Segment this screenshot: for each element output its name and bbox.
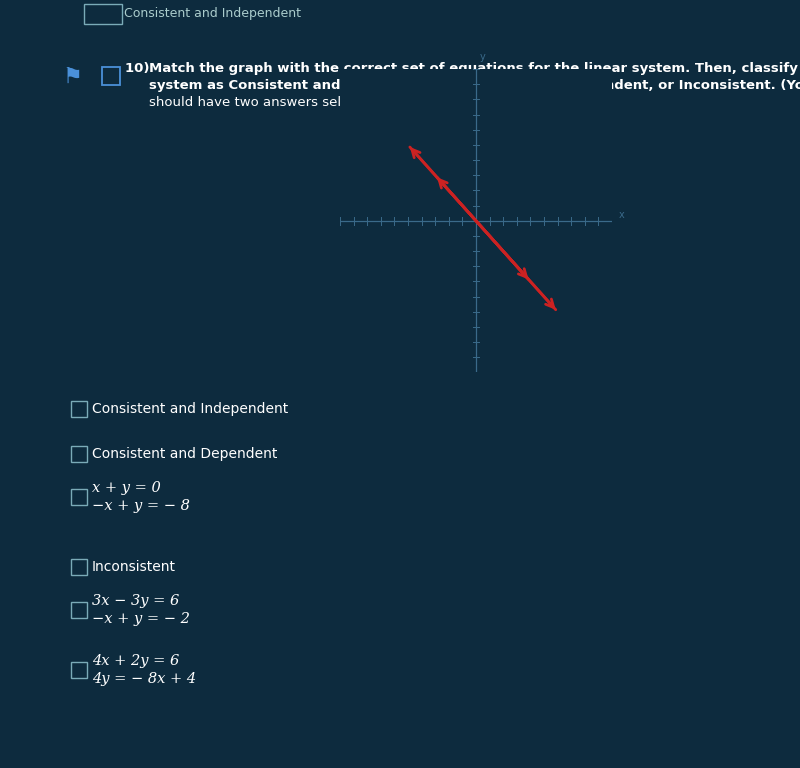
Text: ⚑: ⚑ bbox=[62, 67, 82, 87]
Text: x: x bbox=[619, 210, 625, 220]
Text: 4x + 2y = 6: 4x + 2y = 6 bbox=[92, 654, 179, 668]
Text: Inconsistent: Inconsistent bbox=[92, 560, 176, 574]
Text: Consistent and Dependent: Consistent and Dependent bbox=[92, 447, 278, 461]
Text: −x + y = − 2: −x + y = − 2 bbox=[92, 612, 190, 626]
Text: −x + y = − 8: −x + y = − 8 bbox=[92, 499, 190, 513]
Text: Consistent and Independent: Consistent and Independent bbox=[92, 402, 288, 416]
Text: 3x − 3y = 6: 3x − 3y = 6 bbox=[92, 594, 179, 608]
Text: y: y bbox=[480, 51, 486, 61]
Text: x + y = 0: x + y = 0 bbox=[92, 481, 161, 495]
Text: should have two answers selected): should have two answers selected) bbox=[149, 96, 384, 109]
Text: 10): 10) bbox=[125, 62, 154, 75]
Text: 4y = − 8x + 4: 4y = − 8x + 4 bbox=[92, 672, 196, 686]
Text: Consistent and Independent: Consistent and Independent bbox=[124, 7, 301, 20]
Text: Match the graph with the correct set of equations for the linear system. Then, c: Match the graph with the correct set of … bbox=[149, 62, 800, 75]
Text: system as Consistent and Dependent, Consistent and Independent, or Inconsistent.: system as Consistent and Dependent, Cons… bbox=[149, 79, 800, 92]
